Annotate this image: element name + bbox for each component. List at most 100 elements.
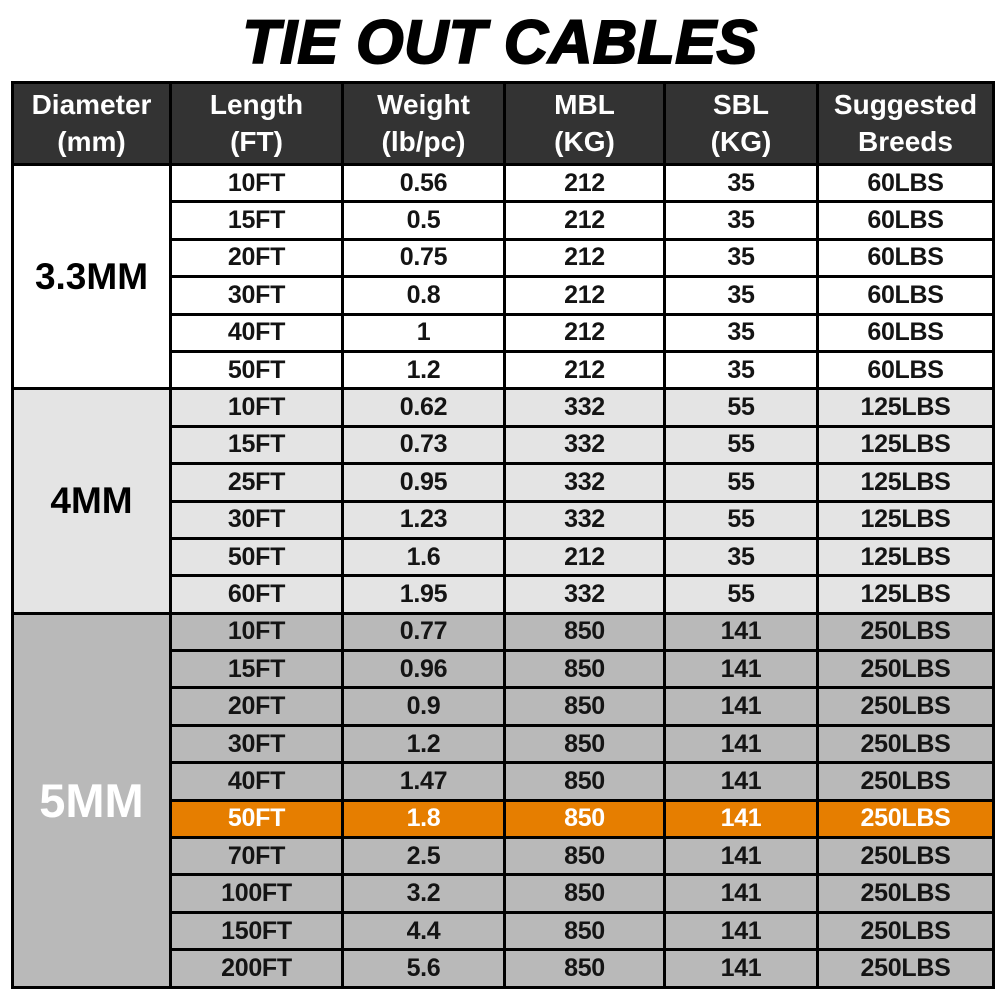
- cell: 125LBS: [816, 574, 995, 615]
- cell: 0.8: [341, 275, 506, 316]
- cell: 250LBS: [816, 761, 995, 802]
- cell: 10FT: [169, 387, 344, 428]
- cell: 850: [503, 910, 666, 952]
- cell: 40FT: [169, 312, 344, 353]
- cell: 35: [663, 349, 819, 391]
- cell: 30FT: [169, 723, 344, 765]
- cell: 850: [503, 873, 666, 914]
- cell: 35: [663, 237, 819, 279]
- cell: 141: [663, 723, 819, 765]
- cell: 15FT: [169, 424, 344, 466]
- table-row: 25FT 0.95 332 55 125LBS: [13, 462, 995, 503]
- table-row: 15FT 0.73 332 55 125LBS: [13, 424, 995, 466]
- cell: 250LBS: [816, 649, 995, 690]
- cell: 10FT: [169, 162, 344, 204]
- column-header-mbl: MBL (KG): [503, 81, 666, 166]
- table-row: 30FT 0.8 212 35 60LBS: [13, 275, 995, 316]
- cell: 35: [663, 536, 819, 578]
- column-header-sbl: SBL (KG): [663, 81, 819, 166]
- table-row: 5MM 10FT 0.77 850 141 250LBS: [11, 611, 995, 989]
- table-row: 3.3MM 10FT 0.56 212 35 60LBS: [11, 162, 995, 391]
- cell: 15FT: [169, 200, 344, 241]
- table-row: 15FT 0.96 850 141 250LBS: [13, 649, 995, 690]
- cell: 850: [503, 649, 666, 690]
- cell: 250LBS: [816, 686, 995, 727]
- cell: 0.75: [341, 237, 506, 279]
- cell: 141: [663, 798, 819, 840]
- header-row: Diameter (mm) Length (FT) Weight (lb/pc) MBL (K…: [11, 81, 995, 166]
- cell: 0.95: [341, 462, 506, 503]
- cell: 141: [663, 686, 819, 727]
- cell: 60LBS: [816, 275, 995, 316]
- table-row: 40FT 1 212 35 60LBS: [13, 312, 995, 353]
- cell: 850: [503, 836, 666, 877]
- cell: 55: [663, 574, 819, 615]
- table-row: 40FT 1.47 850 141 250LBS: [13, 761, 995, 802]
- cell: 1.2: [341, 723, 506, 765]
- column-header-length: Length (FT): [169, 81, 344, 166]
- cell: 15FT: [169, 649, 344, 690]
- column-header-line1: Suggested: [833, 89, 978, 121]
- column-header-line2: (mm): [57, 125, 126, 157]
- cell: 141: [663, 873, 819, 914]
- table-row: 200FT 5.6 850 141 250LBS: [13, 948, 995, 989]
- cell: 60LBS: [816, 200, 995, 241]
- cell: 150FT: [169, 910, 344, 952]
- cell: 5.6: [341, 948, 506, 989]
- table-row: 20FT 0.75 212 35 60LBS: [13, 237, 995, 279]
- cell: 1.8: [341, 798, 506, 840]
- cell: 0.9: [341, 686, 506, 727]
- cell: 250LBS: [816, 910, 995, 952]
- table-row: 15FT 0.5 212 35 60LBS: [13, 200, 995, 241]
- cell: 141: [663, 761, 819, 802]
- cell: 1.47: [341, 761, 506, 802]
- cell: 125LBS: [816, 424, 995, 466]
- page-title: TIE OUT CABLES: [241, 7, 758, 77]
- cell: 35: [663, 200, 819, 241]
- table-body: 3.3MM 10FT 0.56 212 35 60LBS 15FT 0.5 212 35 60LBS…: [11, 162, 995, 989]
- cell: 0.5: [341, 200, 506, 241]
- cell: 250LBS: [816, 611, 995, 653]
- diameter-cell-3.3mm: 3.3MM: [11, 162, 172, 391]
- cell: 141: [663, 649, 819, 690]
- cell: 250LBS: [816, 873, 995, 914]
- column-header-suggested: Suggested Breeds: [816, 81, 995, 166]
- diameter-cell-5mm: 5MM: [11, 611, 172, 989]
- cell: 125LBS: [816, 536, 995, 578]
- cell: 60LBS: [816, 162, 995, 204]
- column-header-weight: Weight (lb/pc): [341, 81, 506, 166]
- column-header-line1: SBL: [713, 89, 769, 121]
- cell: 70FT: [169, 836, 344, 877]
- cell: 30FT: [169, 275, 344, 316]
- cell: 55: [663, 499, 819, 540]
- cell: 2.5: [341, 836, 506, 877]
- column-header-line1: Length: [209, 89, 304, 121]
- cell: 212: [503, 200, 666, 241]
- cell: 212: [503, 536, 666, 578]
- table-row: 150FT 4.4 850 141 250LBS: [13, 910, 995, 952]
- cell: 1.23: [341, 499, 506, 540]
- cell: 100FT: [169, 873, 344, 914]
- cell: 60LBS: [816, 349, 995, 391]
- cell: 50FT: [169, 349, 344, 391]
- column-header-line1: MBL: [554, 89, 615, 121]
- cell: 850: [503, 798, 666, 840]
- cell: 141: [663, 836, 819, 877]
- cell: 125LBS: [816, 462, 995, 503]
- cell: 212: [503, 312, 666, 353]
- table-row: 30FT 1.2 850 141 250LBS: [13, 723, 995, 765]
- cell: 332: [503, 499, 666, 540]
- table-header: Diameter (mm) Length (FT) Weight (lb/pc) MBL (K…: [11, 81, 995, 166]
- cell: 850: [503, 761, 666, 802]
- cell: 35: [663, 275, 819, 316]
- diameter-cell-4mm: 4MM: [11, 387, 172, 615]
- cell: 125LBS: [816, 387, 995, 428]
- cell: 250LBS: [816, 948, 995, 989]
- cell: 850: [503, 686, 666, 727]
- table-row: 50FT 1.6 212 35 125LBS: [13, 536, 995, 578]
- cell: 200FT: [169, 948, 344, 989]
- table-row: 100FT 3.2 850 141 250LBS: [13, 873, 995, 914]
- cell: 850: [503, 723, 666, 765]
- cell: 212: [503, 237, 666, 279]
